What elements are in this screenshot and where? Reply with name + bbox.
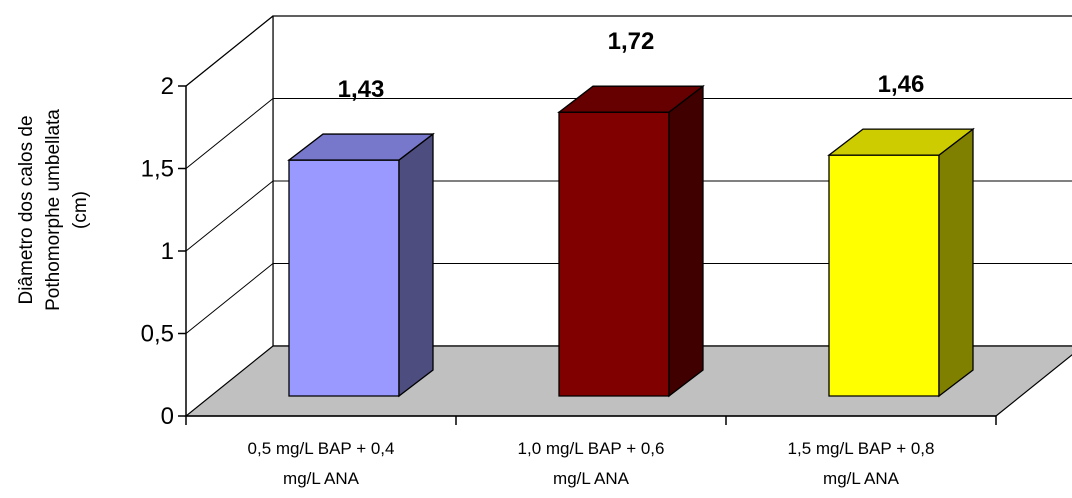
top-left-edge [185, 15, 274, 87]
y-tick-label: 0 [161, 403, 174, 430]
y-tick-label: 1 [161, 238, 174, 265]
data-label: 1,46 [878, 71, 925, 98]
data-label: 1,43 [338, 76, 385, 103]
bar-side [668, 84, 704, 398]
bar-front [288, 159, 400, 397]
bar-front [558, 111, 670, 397]
bar-top [827, 128, 975, 156]
bar [287, 132, 435, 398]
y-tick-label: 2 [161, 73, 174, 100]
bar [557, 84, 705, 398]
bar-front [828, 154, 940, 397]
bar-side [398, 132, 434, 398]
x-tick-label: 0,5 mg/L BAP + 0,4 mg/L ANA [248, 439, 395, 488]
bar-top [287, 133, 435, 161]
y-axis-label: Diâmetro dos calos de Pothomorphe umbella… [16, 109, 91, 311]
y-tick-label: 1,5 [141, 156, 174, 183]
x-tick-label: 1,5 mg/L BAP + 0,8 mg/L ANA [788, 439, 935, 488]
bar-top [557, 85, 705, 113]
bars [287, 84, 975, 398]
axes [178, 15, 997, 425]
bar-side [938, 127, 974, 398]
x-tick-labels: 0,5 mg/L BAP + 0,4 mg/L ANA 1,0 mg/L BAP +… [248, 439, 935, 488]
y-tick-labels: 0 0,5 1 1,5 2 [141, 73, 174, 430]
x-tick-label: 1,0 mg/L BAP + 0,6 mg/L ANA [518, 439, 665, 488]
data-labels: 1,43 1,72 1,46 [338, 28, 925, 103]
bar [827, 127, 975, 398]
y-tick-label: 0,5 [141, 321, 174, 348]
data-label: 1,72 [608, 28, 655, 55]
